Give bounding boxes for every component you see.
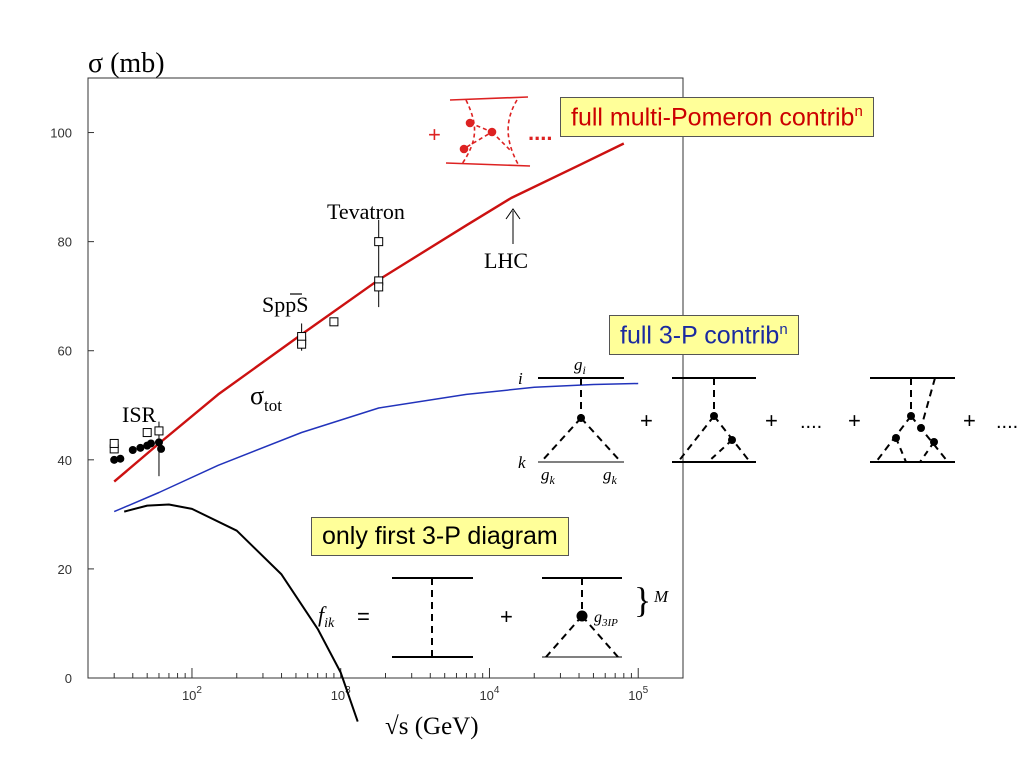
- data-point-filled: [154, 438, 163, 447]
- x-axis-ticks: 102 103 104 105: [87, 668, 684, 703]
- dots-2: ....: [996, 411, 1018, 433]
- data-point-open: [154, 426, 164, 436]
- annotation-lhc: LHC: [484, 248, 528, 273]
- y-axis-label: σ (mb): [88, 48, 165, 79]
- annotation-sppbars: SppS: [262, 292, 308, 317]
- plus-1: +: [640, 408, 653, 433]
- label-gi: gi: [574, 355, 586, 377]
- data-point-open: [374, 237, 384, 247]
- data-point-open: [297, 339, 307, 349]
- data-point-open: [297, 332, 307, 342]
- data-point-filled: [136, 443, 145, 452]
- label-gk-right: gk: [603, 465, 618, 487]
- data-point-open: [109, 438, 119, 448]
- fik-vertex: [576, 610, 588, 622]
- y-tick-label: 100: [50, 126, 72, 141]
- annotation-sigma-tot: σtot: [250, 381, 282, 415]
- annotation-isr: ISR: [122, 402, 157, 427]
- series-line-1: [113, 382, 639, 513]
- x-tick-label: 105: [628, 685, 648, 703]
- fik-diagrams: [392, 577, 622, 658]
- fik-plus: +: [500, 604, 513, 629]
- label-box-multi-pomeron-sup: n: [854, 103, 863, 120]
- label-box-first-diagram-text: only first 3-P diagram: [322, 522, 558, 550]
- y-tick-label: 0: [65, 671, 72, 686]
- data-point-filled: [157, 444, 166, 453]
- data-point-filled: [128, 446, 137, 454]
- plus-3: +: [848, 408, 861, 433]
- x-tick-label: 104: [479, 685, 499, 703]
- data-point-open: [142, 428, 152, 438]
- x-tick-label: 102: [182, 685, 202, 703]
- label-box-multi-pomeron: full multi-Pomeron contribn: [560, 97, 874, 138]
- series-line-2: [123, 503, 359, 722]
- data-point-open: [374, 282, 384, 292]
- y-tick-label: 20: [58, 562, 72, 577]
- three-pomeron-diagrams: [538, 377, 955, 463]
- fik-equals: =: [357, 604, 370, 629]
- dots-1: ....: [800, 411, 822, 433]
- points-layer: [109, 219, 384, 477]
- y-tick-label: 40: [58, 453, 72, 468]
- red-plus: +: [428, 122, 441, 147]
- annotation-tevatron: Tevatron: [327, 199, 405, 224]
- plus-4: +: [963, 408, 976, 433]
- series-line-0: [113, 142, 625, 483]
- fik-M: M: [653, 587, 669, 606]
- label-box-three-p: full 3-P contribn: [609, 315, 799, 356]
- x-tick-label: 103: [331, 685, 351, 703]
- label-k: k: [518, 453, 526, 472]
- label-i: i: [518, 369, 523, 388]
- label-box-multi-pomeron-text: full multi-Pomeron contrib: [571, 103, 855, 132]
- label-box-three-p-text: full 3-P contrib: [620, 321, 780, 350]
- three-pomeron-vertices: [577, 412, 938, 446]
- data-point-filled: [116, 454, 125, 463]
- series-layer: [113, 142, 639, 722]
- plus-2: +: [765, 408, 778, 433]
- fik-coupling: g3IP: [594, 609, 618, 629]
- fik-brace: }: [634, 580, 651, 620]
- data-point-filled: [146, 439, 155, 448]
- label-box-three-p-sup: n: [779, 321, 788, 338]
- y-tick-label: 60: [58, 344, 72, 359]
- data-point-filled: [110, 455, 119, 464]
- lhc-arrow-head: [505, 208, 521, 220]
- y-tick-label: 80: [58, 235, 72, 250]
- y-axis-ticks: 0 20 40 60 80 100: [50, 126, 94, 686]
- x-axis-label: √s (GeV): [385, 713, 479, 740]
- fik-label: fik: [318, 602, 335, 631]
- multi-pomeron-sketch: [445, 96, 531, 167]
- data-point-open: [329, 317, 339, 327]
- label-gk-left: gk: [541, 465, 556, 487]
- red-dots: ....: [528, 120, 552, 145]
- label-box-first-diagram: only first 3-P diagram: [311, 517, 569, 556]
